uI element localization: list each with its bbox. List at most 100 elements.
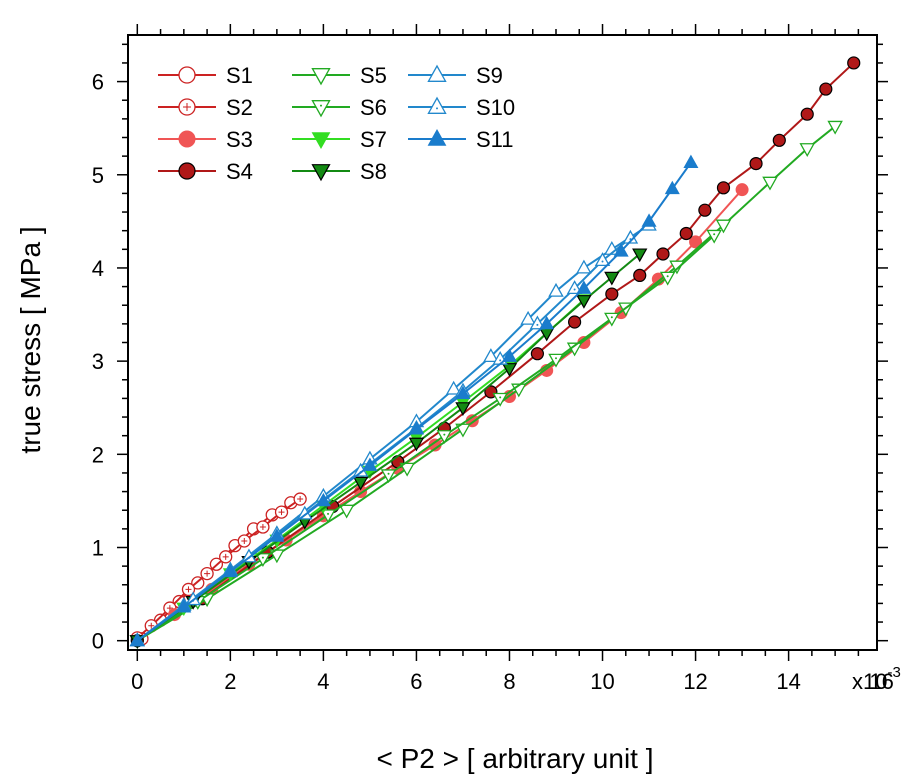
data-point [520,310,536,325]
data-point [200,566,214,581]
data-point [455,385,471,400]
marker-dot [320,104,322,107]
legend-label: S7 [360,127,387,152]
marker-shape [632,248,648,263]
series-s9 [129,216,657,647]
x-tick-label: 4 [317,669,329,694]
data-point [568,315,582,329]
data-point [656,247,670,261]
marker-dot [387,472,390,475]
legend-item-s5: S5 [292,63,387,88]
legend-item-s3: S3 [158,127,253,152]
data-point [698,203,712,217]
series-line [136,237,632,642]
series-line [136,125,836,642]
legend-label: S9 [476,63,503,88]
marker-shape [455,402,471,416]
data-point [436,430,453,445]
marker-shape [641,213,657,227]
data-point [604,312,620,327]
marker-shape [548,282,564,297]
data-point [529,315,546,330]
data-point [269,528,285,542]
legend-marker [427,96,447,114]
data-point [762,176,778,191]
data-point [819,82,833,96]
marker-shape [399,462,415,477]
data-point [706,229,722,244]
data-point [293,492,307,506]
marker-cross [278,509,285,516]
legend-label: S10 [476,95,515,120]
data-point [664,180,680,195]
marker-shape [408,421,424,435]
data-point [548,353,564,368]
data-point [219,550,233,564]
legend-item-s8: S8 [292,159,387,184]
marker-shape [492,392,508,407]
marker-shape [656,247,670,261]
marker-shape [576,295,592,309]
series-line [136,498,301,639]
data-point [129,632,145,647]
marker-cross [183,103,191,111]
marker-shape [520,310,536,325]
y-tick-label: 5 [92,163,104,188]
y-tick-label: 0 [92,629,104,654]
data-point [530,347,544,361]
data-point [501,363,518,377]
marker-shape [548,353,564,368]
marker-shape [566,280,583,295]
data-point [633,268,647,283]
data-point [176,599,192,613]
data-point [315,492,331,507]
marker-shape [819,82,833,96]
legend-marker [178,66,196,84]
data-point [408,437,425,452]
marker-shape [827,120,843,135]
marker-shape [800,107,814,121]
marker-shape [749,156,763,171]
data-point [237,534,251,548]
marker-shape [178,162,196,180]
marker-shape [222,563,238,578]
marker-shape [311,164,331,182]
data-point [716,181,731,195]
marker-cross [297,496,304,503]
marker-shape [698,203,712,217]
x-axis-label: < P2 > [ arbitrary unit ] [376,743,653,774]
marker-shape [679,226,693,241]
marker-cross [148,622,155,629]
data-point [683,154,699,169]
data-point [576,295,592,309]
legend-item-s1: S1 [158,63,253,88]
data-point [255,553,271,568]
marker-shape [613,243,629,257]
data-point [715,219,732,234]
x-tick-label: 16 [869,669,893,694]
data-point [772,133,786,147]
marker-shape [799,143,815,158]
legend-marker [311,100,331,118]
data-point [501,348,517,362]
data-point [408,421,424,435]
marker-dot [713,233,716,236]
legend-marker [311,164,331,182]
x-tick-label: 10 [590,669,614,694]
marker-shape [362,457,378,471]
marker-shape [255,553,271,568]
legend-item-s6: S6 [292,95,387,120]
data-point [492,392,508,407]
legend-item-s4: S4 [158,159,253,184]
marker-cross [259,524,266,530]
marker-dot [610,316,613,319]
data-point [659,271,676,286]
marker-shape [576,280,592,294]
marker-shape [129,632,145,647]
marker-shape [501,363,518,377]
marker-shape [427,64,447,82]
marker-shape [427,128,447,146]
data-point [380,469,397,484]
legend-label: S11 [476,127,514,152]
